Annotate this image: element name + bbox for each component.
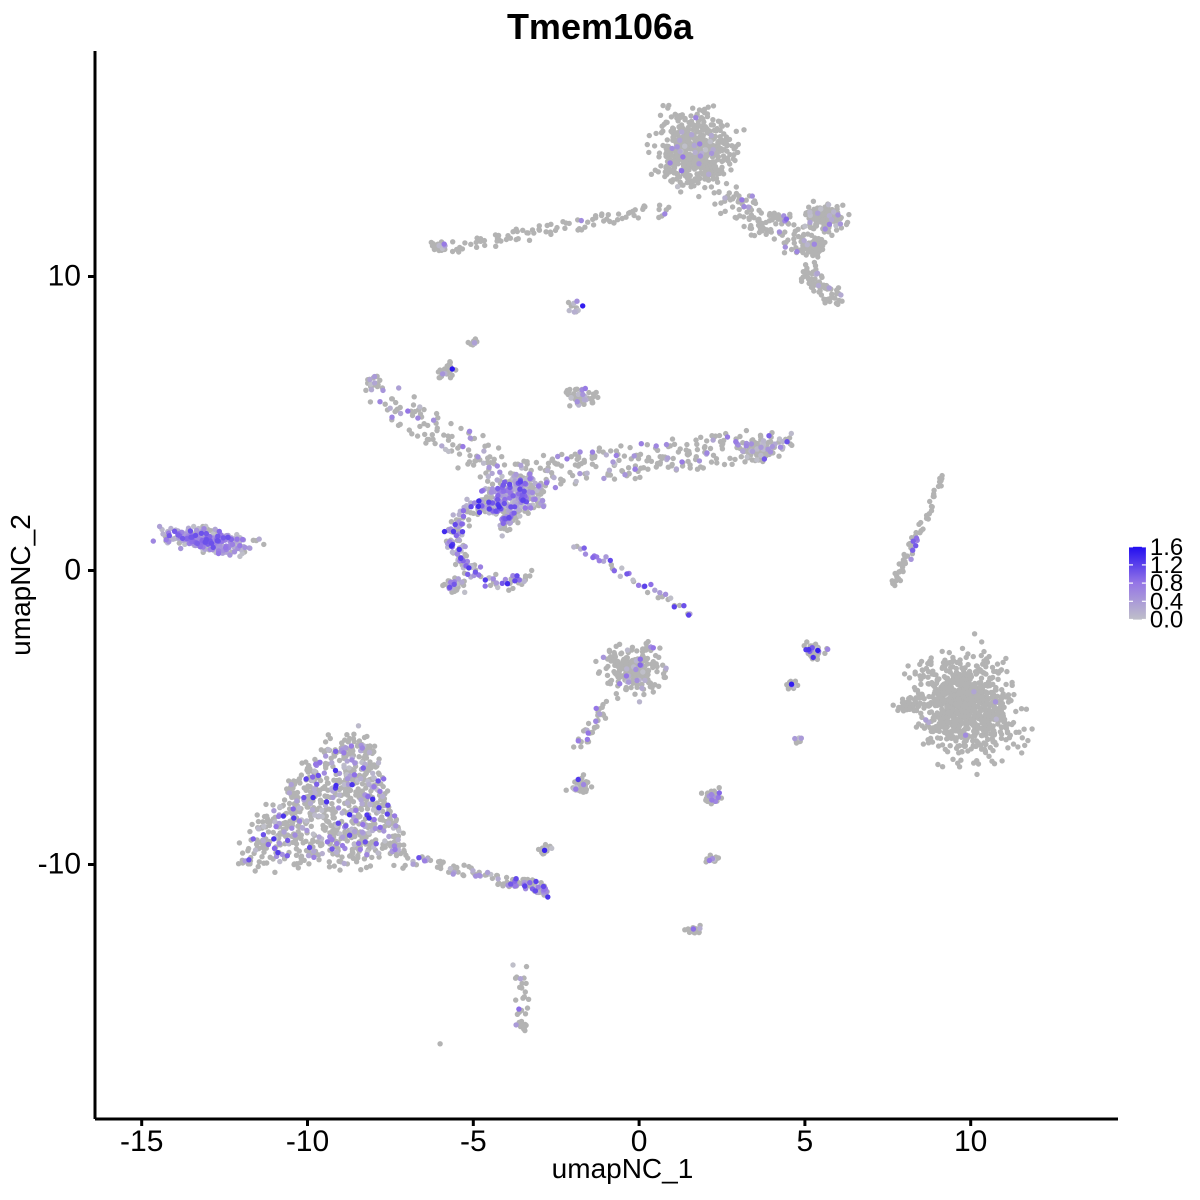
svg-text:10: 10 (954, 1125, 987, 1158)
svg-text:10: 10 (48, 260, 81, 293)
svg-text:-5: -5 (460, 1125, 487, 1158)
svg-text:umapNC_1: umapNC_1 (552, 1153, 694, 1184)
svg-text:0: 0 (64, 554, 81, 587)
svg-text:-15: -15 (120, 1125, 163, 1158)
svg-text:5: 5 (797, 1125, 814, 1158)
svg-text:-10: -10 (38, 848, 81, 881)
svg-text:umapNC_2: umapNC_2 (5, 514, 36, 656)
svg-text:-10: -10 (286, 1125, 329, 1158)
